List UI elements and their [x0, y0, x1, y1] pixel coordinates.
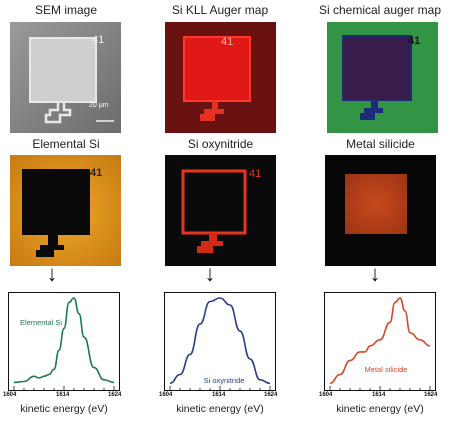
- map-title-si-kll: Si KLL Auger map: [171, 3, 269, 17]
- x-tick-label: 1624: [264, 392, 278, 398]
- map-title-si-oxynitride: Si oxynitride: [187, 137, 254, 151]
- map-title-sem: SEM image: [34, 3, 98, 17]
- si-oxynitride-spectrum: Si oxynitride: [164, 292, 276, 391]
- x-tick-label: 1614: [212, 392, 226, 398]
- down-arrow-icon: ↓: [369, 261, 381, 286]
- down-arrow-icon: ↓: [204, 261, 216, 286]
- series-label: Metal silicide: [365, 365, 408, 374]
- map-title-metal-silicide: Metal silicide: [346, 137, 415, 151]
- spectrum-line: [169, 297, 271, 385]
- map-title-elemental-si: Elemental Si: [32, 137, 100, 151]
- x-axis-label: kinetic energy (eV): [20, 403, 108, 415]
- x-tick-label: 1614: [372, 392, 386, 398]
- sem-image: 41 20 µm: [10, 22, 121, 133]
- si-kll-number: 41: [221, 36, 234, 48]
- x-tick-label: 1604: [3, 392, 17, 398]
- elemental-si-map: 41: [10, 155, 121, 266]
- x-tick-label: 1624: [424, 392, 438, 398]
- scale-bar-label: 20 µm: [89, 102, 109, 109]
- elemental-si-number: 41: [90, 167, 103, 179]
- plot-frame: [324, 292, 436, 391]
- si-chemical-map: 41: [327, 22, 438, 133]
- spectrum-line: [329, 297, 431, 385]
- si-kll-map: 41: [165, 22, 276, 133]
- si-oxynitride-number: 41: [249, 168, 262, 180]
- elemental-si-spectrum: Elemental Si: [8, 292, 120, 391]
- series-label: Si oxynitride: [204, 376, 245, 385]
- sem-number: 41: [92, 34, 105, 46]
- si-chemical-number: 41: [408, 35, 421, 47]
- series-label: Elemental Si: [20, 318, 62, 327]
- si-oxynitride-map: 41: [165, 155, 276, 266]
- metal-silicide-spectrum: Metal silicide: [324, 292, 436, 391]
- x-tick-label: 1604: [159, 392, 173, 398]
- metal-silicide-map: [325, 155, 436, 266]
- x-tick-label: 1614: [56, 392, 70, 398]
- x-axis-label: kinetic energy (eV): [336, 403, 424, 415]
- down-arrow-icon: ↓: [46, 261, 58, 286]
- x-axis-label: kinetic energy (eV): [176, 403, 264, 415]
- x-tick-label: 1624: [108, 392, 122, 398]
- plot-frame: [8, 292, 120, 391]
- x-tick-label: 1604: [319, 392, 333, 398]
- spectrum-line: [13, 297, 115, 384]
- map-title-si-chemical: Si chemical auger map: [318, 3, 442, 17]
